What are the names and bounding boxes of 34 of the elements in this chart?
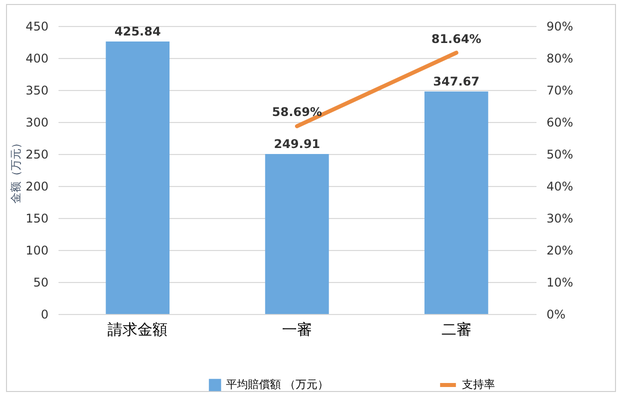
y2-tick-label: 40% — [546, 180, 574, 194]
y-tick-label: 100 — [26, 244, 48, 258]
data-label: 58.69% — [272, 105, 322, 120]
y2-tick-label: 20% — [546, 244, 574, 258]
y2-tick-label: 50% — [546, 148, 574, 162]
x-tick-label: 請求金額 — [108, 320, 168, 338]
y2-tick-label: 0% — [546, 308, 566, 322]
bar — [106, 41, 170, 314]
y2-tick-label: 10% — [546, 276, 574, 290]
data-label: 347.67 — [433, 74, 480, 88]
legend-label: 平均賠償額 （万元） — [226, 378, 328, 391]
y-tick-label: 250 — [26, 148, 48, 162]
data-label: 81.64% — [431, 32, 482, 46]
y2-tick-label: 90% — [546, 20, 574, 34]
y2-tick-label: 70% — [546, 84, 574, 98]
y-axis-title: 金额（万元） — [10, 138, 23, 204]
y-tick-label: 450 — [26, 20, 48, 34]
y-tick-label: 200 — [26, 180, 48, 194]
legend-label: 支持率 — [462, 378, 495, 391]
bar — [424, 91, 488, 314]
y-tick-label: 150 — [26, 212, 48, 226]
x-tick-label: 二審 — [441, 320, 472, 338]
y-tick-label: 300 — [26, 116, 48, 130]
y-tick-label: 50 — [33, 276, 48, 290]
x-tick-label: 一審 — [282, 320, 312, 338]
y2-tick-label: 30% — [546, 212, 574, 226]
data-label: 425.84 — [114, 24, 161, 38]
y2-tick-label: 60% — [546, 116, 574, 130]
y-tick-label: 0 — [40, 308, 48, 322]
y-tick-label: 350 — [26, 84, 48, 98]
y2-tick-label: 80% — [546, 52, 574, 66]
data-label: 249.91 — [274, 137, 320, 152]
y-tick-label: 400 — [26, 52, 48, 66]
bar — [265, 154, 329, 314]
